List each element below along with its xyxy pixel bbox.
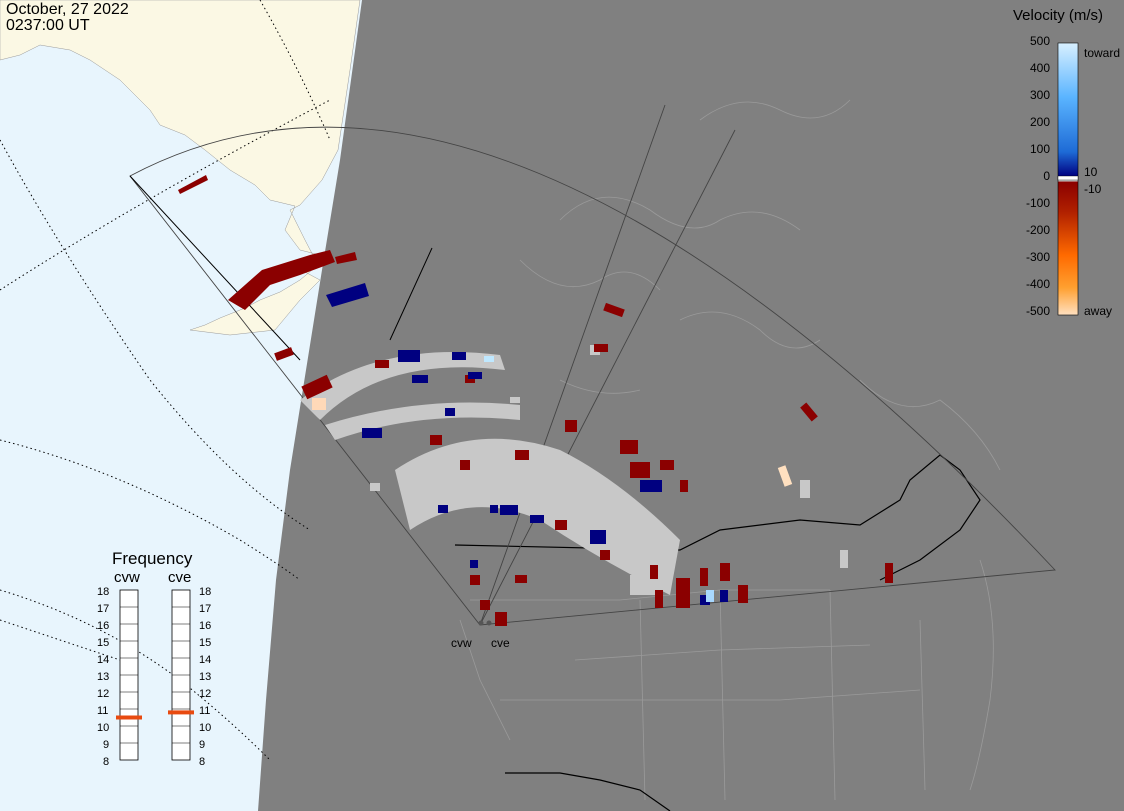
- frequency-title: Frequency: [112, 549, 193, 568]
- frequency-dividers: [120, 606, 190, 744]
- colorbar-title: Velocity (m/s): [1013, 7, 1104, 24]
- frequency-tick-left: 9: [103, 739, 110, 751]
- frequency-tick-left: 17: [97, 603, 110, 615]
- fov-edges-day: [129, 175, 433, 361]
- frequency-radar-cve: cve: [168, 569, 192, 586]
- site-marker-cvw: [478, 620, 484, 626]
- frequency-tick-left: 18: [97, 586, 110, 598]
- frequency-tick-left: 12: [97, 688, 110, 700]
- frequency-tick-right: 11: [199, 705, 211, 717]
- colorbar-tick: 200: [1029, 115, 1050, 129]
- frequency-tick-left: 14: [97, 654, 110, 666]
- frequency-marker-cvw: [116, 715, 142, 720]
- site-marker-cve: [486, 620, 492, 626]
- mexico-border: [505, 772, 671, 811]
- colorbar-tick: -400: [1025, 277, 1050, 291]
- frequency-tick-right: 16: [199, 620, 212, 632]
- colorbar-tick: -100: [1025, 196, 1050, 210]
- frequency-tick-right: 12: [199, 688, 212, 700]
- colorbar-tick: 100: [1029, 142, 1050, 156]
- frequency-tick-right: 14: [199, 654, 212, 666]
- time-label: 0237:00 UT: [6, 17, 90, 34]
- colorbar-inner-neg-label: -10: [1084, 182, 1102, 196]
- frequency-marker-cve: [168, 710, 194, 715]
- daylit-land: [0, 0, 361, 336]
- site-label-cve: cve: [491, 636, 510, 650]
- colorbar-tick: 400: [1029, 61, 1050, 75]
- colorbar-tick: -300: [1025, 250, 1050, 264]
- coastlines: [459, 99, 1001, 801]
- colorbar-zero-band: [1057, 175, 1079, 181]
- grid-lines: [0, 0, 331, 761]
- frequency-tick-left: 16: [97, 620, 110, 632]
- colorbar-away-label: away: [1084, 304, 1113, 318]
- frequency-tick-right: 13: [199, 671, 212, 683]
- frequency-tick-right: 18: [199, 586, 212, 598]
- colorbar-tick: 500: [1029, 34, 1050, 48]
- night-region: [258, 0, 1124, 811]
- colorbar-tick: -200: [1025, 223, 1050, 237]
- colorbar-tick: -500: [1025, 304, 1050, 318]
- date-label: October, 27 2022: [6, 1, 129, 18]
- frequency-tick-left: 13: [97, 671, 110, 683]
- velocity-away: [178, 175, 893, 626]
- site-label-cvw: cvw: [451, 636, 472, 650]
- colorbar-toward-label: toward: [1084, 46, 1121, 60]
- frequency-tick-right: 15: [199, 637, 212, 649]
- frequency-tick-right: 17: [199, 603, 212, 615]
- frequency-tick-right: 10: [199, 722, 212, 734]
- velocity-toward: [326, 283, 728, 605]
- fov-outlines: [129, 104, 1056, 626]
- frequency-tick-left: 8: [103, 756, 110, 768]
- frequency-tick-left: 10: [97, 722, 110, 734]
- border-line: [454, 454, 981, 581]
- colorbar-inner-pos-label: 10: [1084, 165, 1098, 179]
- daylit-land-islands: [128, 15, 180, 65]
- velocity-extreme: [312, 356, 793, 602]
- frequency-tick-right: 9: [199, 739, 206, 751]
- frequency-radar-cvw: cvw: [114, 569, 140, 586]
- colorbar-tick: 300: [1029, 88, 1050, 102]
- colorbar-tick: 0: [1043, 169, 1050, 183]
- frequency-tick-right: 8: [199, 756, 206, 768]
- frequency-tick-left: 15: [97, 637, 110, 649]
- frequency-tick-left: 11: [97, 705, 109, 717]
